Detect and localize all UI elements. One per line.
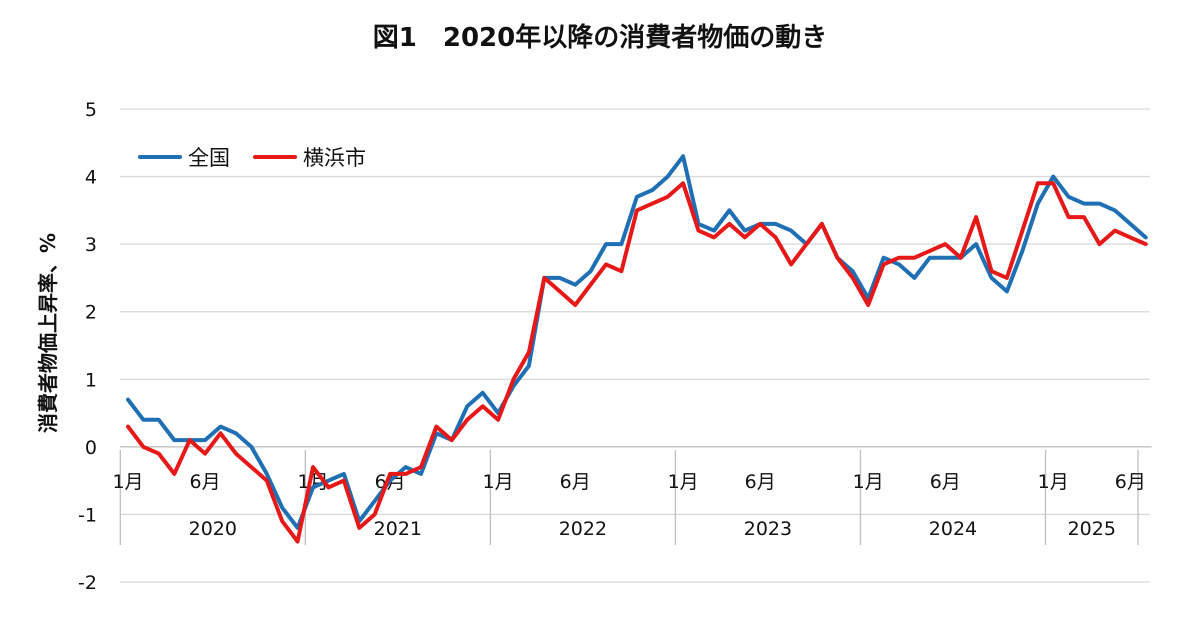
y-tick-label: 3 — [85, 234, 97, 256]
month-tick-label: 1月 — [483, 471, 514, 493]
month-tick-label: 6月 — [930, 471, 961, 493]
legend-label: 全国 — [188, 146, 230, 170]
month-tick-label: 6月 — [190, 471, 221, 493]
month-tick-label: 1月 — [1038, 471, 1069, 493]
y-tick-label: 4 — [85, 167, 97, 189]
year-label: 2020 — [189, 518, 237, 540]
y-tick-label: 1 — [85, 369, 97, 391]
year-label: 2021 — [374, 518, 422, 540]
month-tick-label: 1月 — [112, 471, 143, 493]
series-lines — [126, 154, 1148, 544]
series-line-全国 — [126, 154, 1148, 530]
month-tick-label: 6月 — [560, 471, 591, 493]
year-label: 2024 — [929, 518, 977, 540]
gridlines — [120, 108, 1150, 583]
y-tick-label: -2 — [78, 572, 97, 594]
year-label: 2023 — [744, 518, 792, 540]
legend-label: 横浜市 — [303, 146, 366, 170]
y-tick-label: 0 — [85, 437, 97, 459]
year-label: 2022 — [559, 518, 607, 540]
month-tick-label: 6月 — [745, 471, 776, 493]
y-tick-label: 5 — [85, 99, 97, 121]
legend: 全国 横浜市 — [138, 146, 366, 170]
month-tick-label: 1月 — [853, 471, 884, 493]
y-tick-label: 2 — [85, 302, 97, 324]
y-axis-label: 消費者物価上昇率、% — [36, 233, 60, 433]
month-tick-label: 6月 — [1115, 471, 1146, 493]
y-tick-labels: 5 4 3 2 1 0 -1 -2 — [78, 99, 97, 594]
series-line-横浜市 — [126, 181, 1148, 544]
chart-title: 図1 2020年以降の消費者物価の動き — [373, 22, 827, 53]
y-tick-label: -1 — [78, 504, 97, 526]
month-tick-label: 1月 — [668, 471, 699, 493]
year-label: 2025 — [1068, 518, 1116, 540]
